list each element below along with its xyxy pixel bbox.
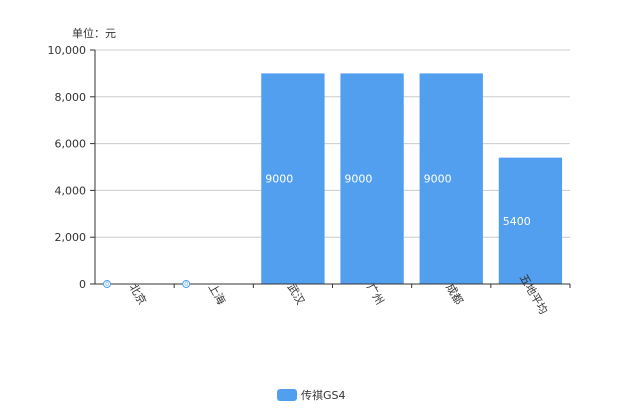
bar xyxy=(340,73,404,285)
x-tick-label: 上海 xyxy=(206,281,229,307)
y-tick-label: 4,000 xyxy=(55,184,87,197)
legend-label: 传祺GS4 xyxy=(301,389,346,402)
legend-swatch xyxy=(277,389,297,401)
data-label: 9000 xyxy=(344,173,372,186)
data-label: 5400 xyxy=(503,215,531,228)
y-tick-label: 0 xyxy=(79,278,86,291)
legend[interactable]: 传祺GS4 xyxy=(277,387,346,403)
x-tick-label: 广州 xyxy=(364,281,386,307)
data-label: 9000 xyxy=(265,173,293,186)
x-tick-label: 北京 xyxy=(126,281,149,307)
bar xyxy=(261,73,325,285)
y-tick-label: 2,000 xyxy=(55,231,87,244)
unit-label: 单位：元 xyxy=(72,27,116,40)
zero-marker xyxy=(182,280,191,288)
axes xyxy=(90,49,571,288)
data-label: 9000 xyxy=(424,173,452,186)
bar xyxy=(498,157,563,284)
y-tick-label: 10,000 xyxy=(48,44,87,57)
grid-lines xyxy=(95,49,570,238)
x-tick-label: 成都 xyxy=(443,281,465,307)
y-tick-label: 6,000 xyxy=(55,138,87,151)
x-tick-label: 武汉 xyxy=(285,281,307,307)
data-label: 0 xyxy=(105,281,109,288)
y-tick-label: 8,000 xyxy=(55,91,87,104)
data-label: 0 xyxy=(184,281,188,288)
zero-marker xyxy=(103,280,111,288)
bars xyxy=(261,73,563,285)
bar xyxy=(419,73,483,285)
